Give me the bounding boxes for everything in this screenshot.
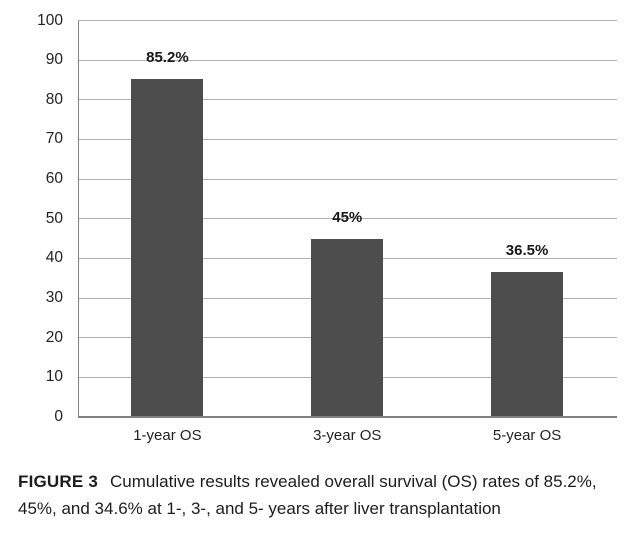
bar-value-label: 85.2%	[146, 49, 189, 67]
x-axis-category-label: 5-year OS	[492, 427, 562, 444]
gridline	[77, 59, 617, 61]
bar	[131, 79, 204, 417]
bar	[311, 238, 384, 417]
gridline	[77, 99, 617, 101]
gridline	[77, 20, 617, 21]
bar-value-label: 45%	[332, 208, 363, 226]
y-axis-tick-label: 0	[54, 408, 63, 425]
gridline	[77, 138, 617, 140]
bar-chart: 0 10 20 30 40 50 60 70 80 90 100 85.2% 1-year OS 45% 3…	[37, 11, 617, 444]
y-axis-tick-label: 20	[45, 328, 63, 346]
y-axis-tick-label: 40	[45, 249, 63, 267]
x-axis-category-label: 3-year OS	[313, 427, 382, 444]
y-axis-tick-label: 100	[37, 11, 63, 29]
gridline	[77, 218, 617, 220]
y-axis-tick-label: 30	[45, 289, 63, 307]
x-axis-category-label: 1-year OS	[133, 427, 202, 444]
y-axis-line	[77, 20, 79, 417]
y-axis-tick-label: 80	[45, 90, 63, 108]
y-axis-tick-label: 10	[45, 368, 63, 386]
y-axis-tick-label: 60	[45, 170, 63, 188]
bar-value-label: 36.5%	[505, 242, 549, 260]
x-axis-line	[77, 416, 617, 418]
figure-caption-label: FIGURE 3	[18, 472, 99, 491]
figure-caption-text: Cumulative results revealed overall surv…	[18, 472, 597, 518]
y-axis-tick-label: 90	[45, 51, 63, 69]
gridline	[77, 178, 617, 180]
y-axis-tick-label: 70	[45, 130, 63, 148]
figure-caption: FIGURE 3 Cumulative results revealed over…	[18, 468, 624, 522]
bar	[491, 272, 564, 417]
y-axis-tick-label: 50	[45, 209, 63, 227]
